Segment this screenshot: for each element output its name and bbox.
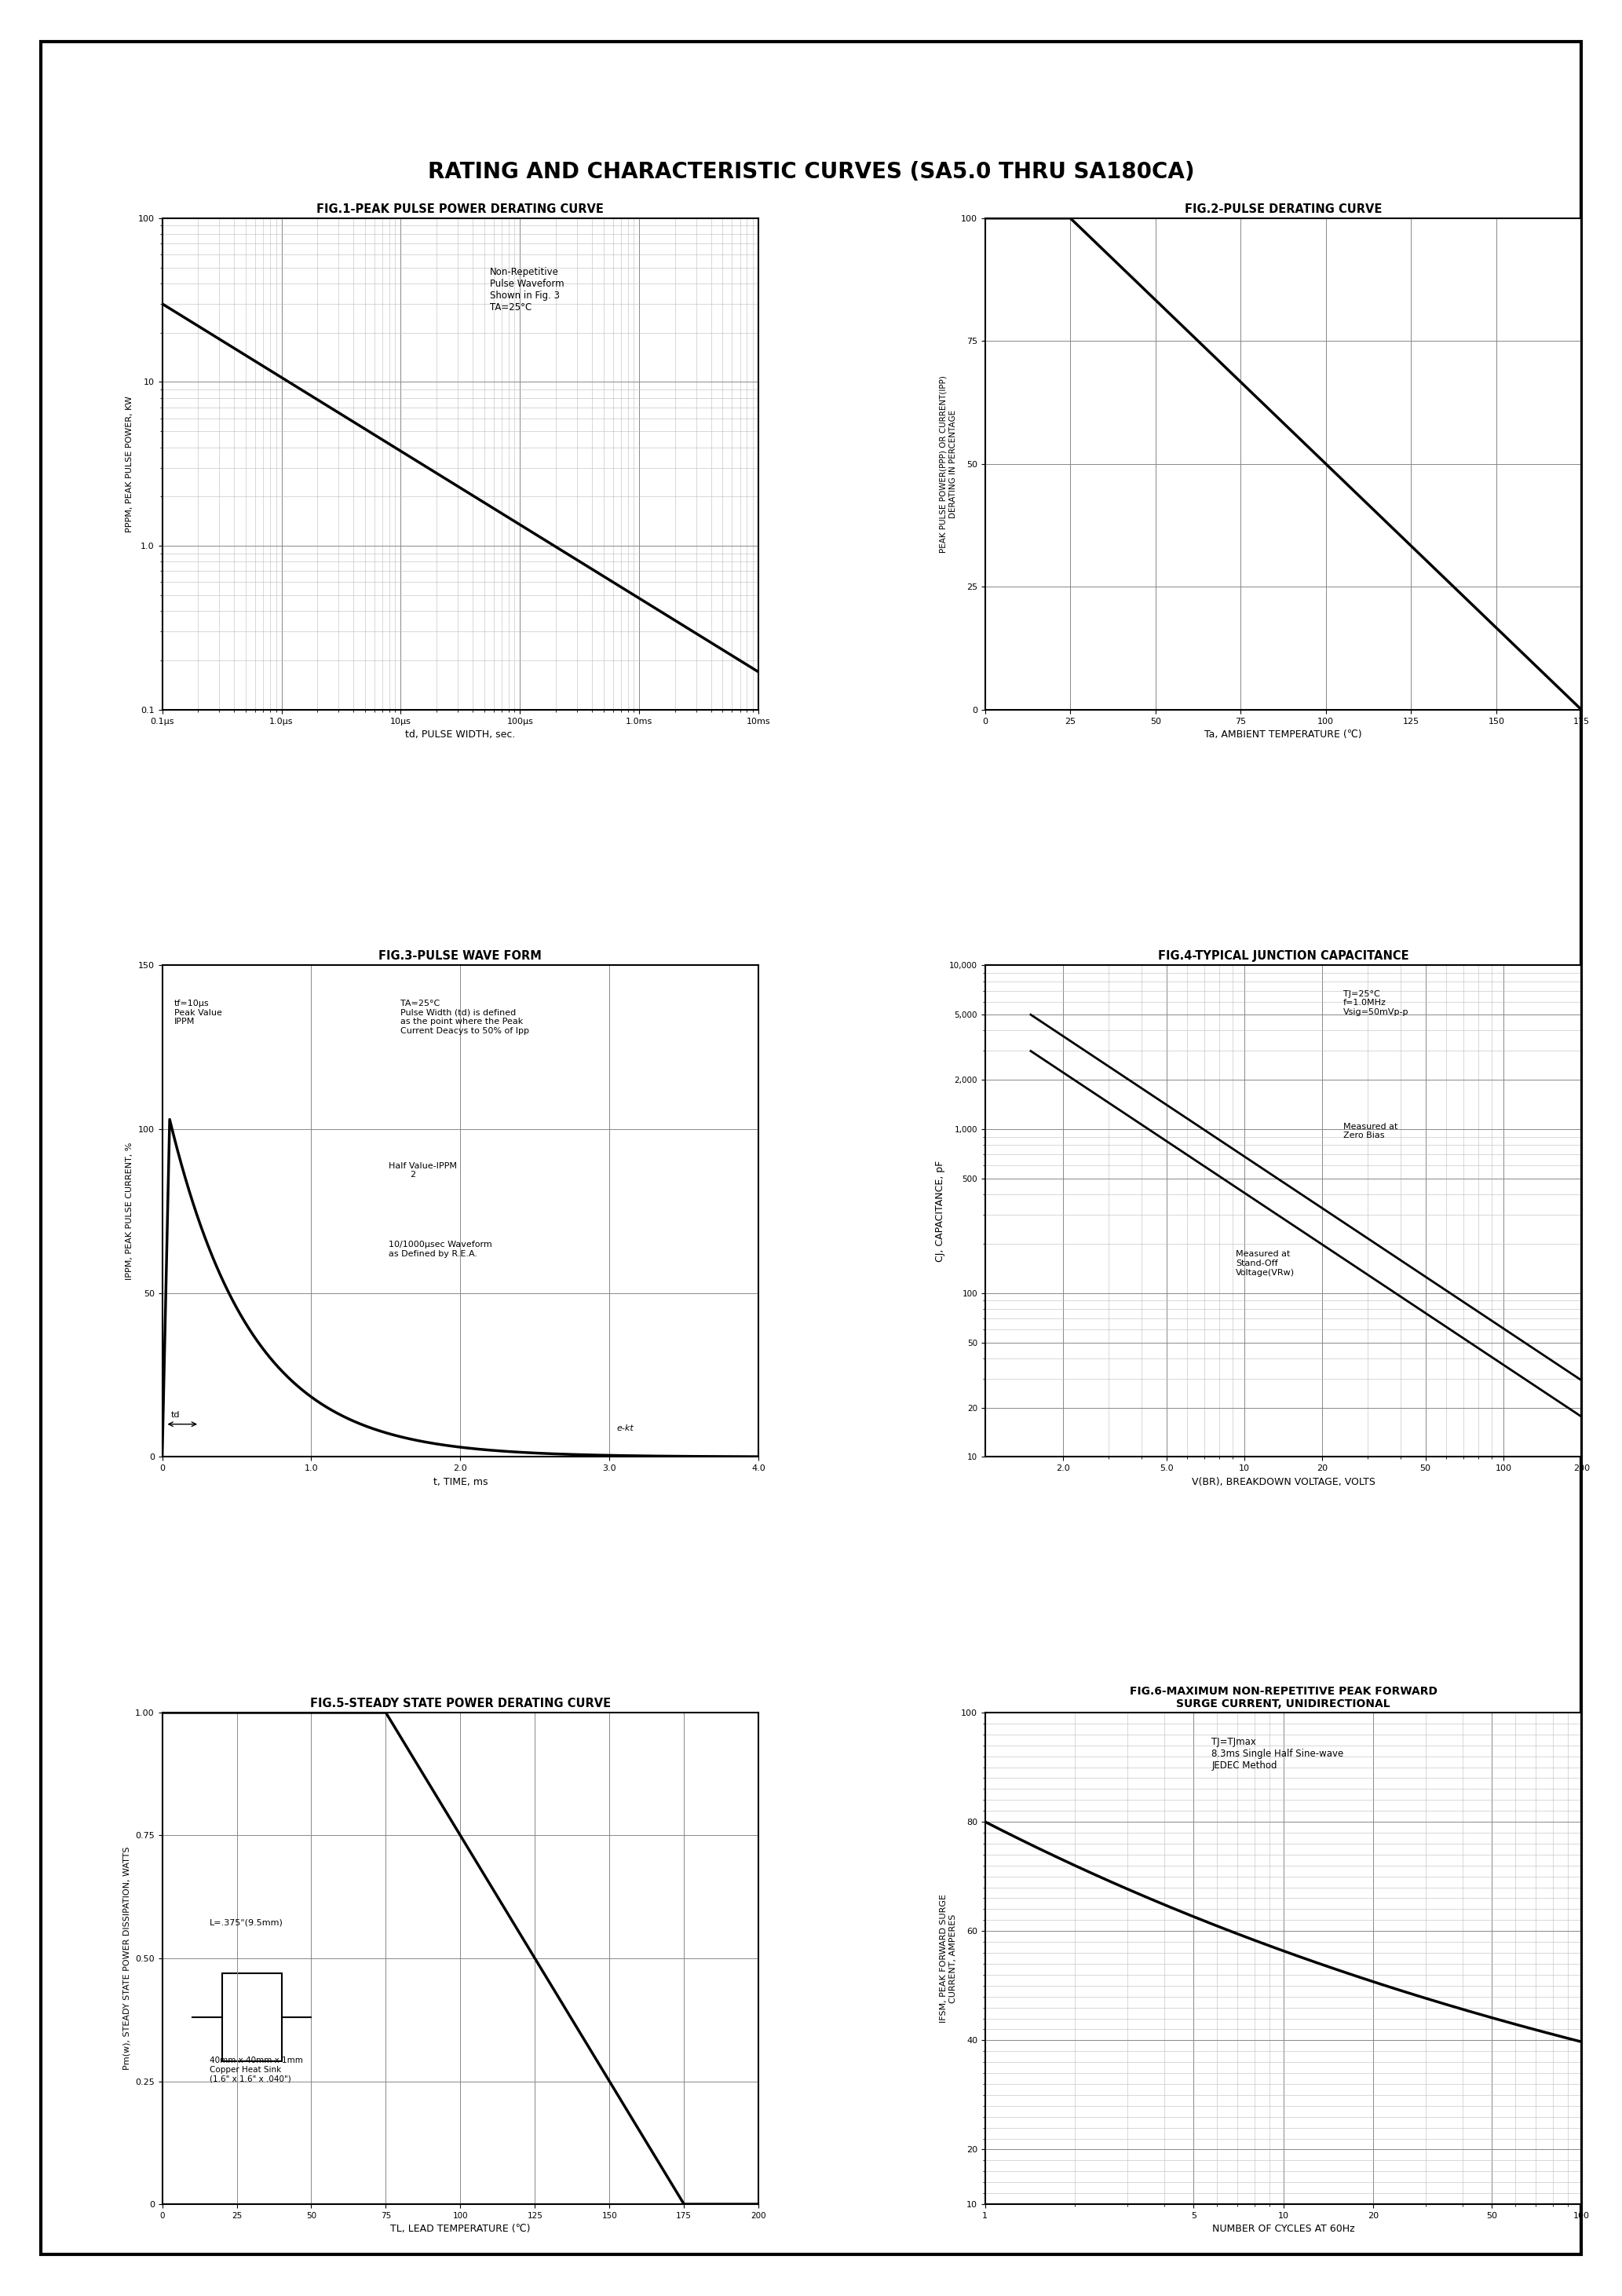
Text: 10/1000μsec Waveform
as Defined by R.E.A.: 10/1000μsec Waveform as Defined by R.E.A… <box>389 1240 491 1258</box>
Text: TA=25°C
Pulse Width (td) is defined
as the point where the Peak
Current Deacys t: TA=25°C Pulse Width (td) is defined as t… <box>401 999 529 1035</box>
Y-axis label: PEAK PULSE POWER(PPP) OR CURRENT(IPP)
DERATING IN PERCENTAGE: PEAK PULSE POWER(PPP) OR CURRENT(IPP) DE… <box>939 374 957 553</box>
Text: Measured at
Zero Bias: Measured at Zero Bias <box>1343 1123 1398 1139</box>
Text: Half Value-IPPM
        2: Half Value-IPPM 2 <box>389 1162 457 1178</box>
Y-axis label: IPPM, PEAK PULSE CURRENT, %: IPPM, PEAK PULSE CURRENT, % <box>127 1143 133 1279</box>
Text: e-kt: e-kt <box>616 1424 634 1433</box>
Y-axis label: Pm(w), STEADY STATE POWER DISSIPATION, WATTS: Pm(w), STEADY STATE POWER DISSIPATION, W… <box>123 1846 131 2071</box>
Text: Non-Repetitive
Pulse Waveform
Shown in Fig. 3
TA=25°C: Non-Repetitive Pulse Waveform Shown in F… <box>490 266 564 312</box>
X-axis label: Ta, AMBIENT TEMPERATURE (℃): Ta, AMBIENT TEMPERATURE (℃) <box>1205 730 1362 739</box>
Text: tf=10μs
Peak Value
IPPM: tf=10μs Peak Value IPPM <box>174 999 222 1026</box>
X-axis label: NUMBER OF CYCLES AT 60Hz: NUMBER OF CYCLES AT 60Hz <box>1212 2225 1354 2234</box>
Title: FIG.4-TYPICAL JUNCTION CAPACITANCE: FIG.4-TYPICAL JUNCTION CAPACITANCE <box>1158 951 1410 962</box>
Title: FIG.6-MAXIMUM NON-REPETITIVE PEAK FORWARD
SURGE CURRENT, UNIDIRECTIONAL: FIG.6-MAXIMUM NON-REPETITIVE PEAK FORWAR… <box>1129 1685 1437 1711</box>
X-axis label: V(BR), BREAKDOWN VOLTAGE, VOLTS: V(BR), BREAKDOWN VOLTAGE, VOLTS <box>1192 1476 1375 1488</box>
Title: FIG.1-PEAK PULSE POWER DERATING CURVE: FIG.1-PEAK PULSE POWER DERATING CURVE <box>316 204 603 216</box>
Text: L=.375"(9.5mm): L=.375"(9.5mm) <box>209 1919 284 1926</box>
Title: FIG.3-PULSE WAVE FORM: FIG.3-PULSE WAVE FORM <box>380 951 542 962</box>
Y-axis label: PPPM, PEAK PULSE POWER, KW: PPPM, PEAK PULSE POWER, KW <box>127 395 133 533</box>
Title: FIG.2-PULSE DERATING CURVE: FIG.2-PULSE DERATING CURVE <box>1184 204 1382 216</box>
Text: td: td <box>170 1412 180 1419</box>
Title: FIG.5-STEADY STATE POWER DERATING CURVE: FIG.5-STEADY STATE POWER DERATING CURVE <box>310 1697 611 1711</box>
Text: TJ=TJmax
8.3ms Single Half Sine-wave
JEDEC Method: TJ=TJmax 8.3ms Single Half Sine-wave JED… <box>1212 1738 1343 1770</box>
X-axis label: td, PULSE WIDTH, sec.: td, PULSE WIDTH, sec. <box>406 730 516 739</box>
Text: 40mm x 40mm x 1mm
Copper Heat Sink
(1.6" x 1.6" x .040"): 40mm x 40mm x 1mm Copper Heat Sink (1.6"… <box>209 2057 303 2082</box>
X-axis label: t, TIME, ms: t, TIME, ms <box>433 1476 488 1488</box>
Y-axis label: CJ, CAPACITANCE, pF: CJ, CAPACITANCE, pF <box>934 1159 946 1263</box>
Y-axis label: IFSM, PEAK FORWARD SURGE
CURRENT, AMPERES: IFSM, PEAK FORWARD SURGE CURRENT, AMPERE… <box>939 1894 957 2023</box>
Text: RATING AND CHARACTERISTIC CURVES (SA5.0 THRU SA180CA): RATING AND CHARACTERISTIC CURVES (SA5.0 … <box>428 161 1194 184</box>
X-axis label: TL, LEAD TEMPERATURE (℃): TL, LEAD TEMPERATURE (℃) <box>391 2225 530 2234</box>
Text: TJ=25°C
f=1.0MHz
Vsig=50mVp-p: TJ=25°C f=1.0MHz Vsig=50mVp-p <box>1343 990 1408 1017</box>
Text: Measured at
Stand-Off
Voltage(VRw): Measured at Stand-Off Voltage(VRw) <box>1236 1251 1294 1277</box>
